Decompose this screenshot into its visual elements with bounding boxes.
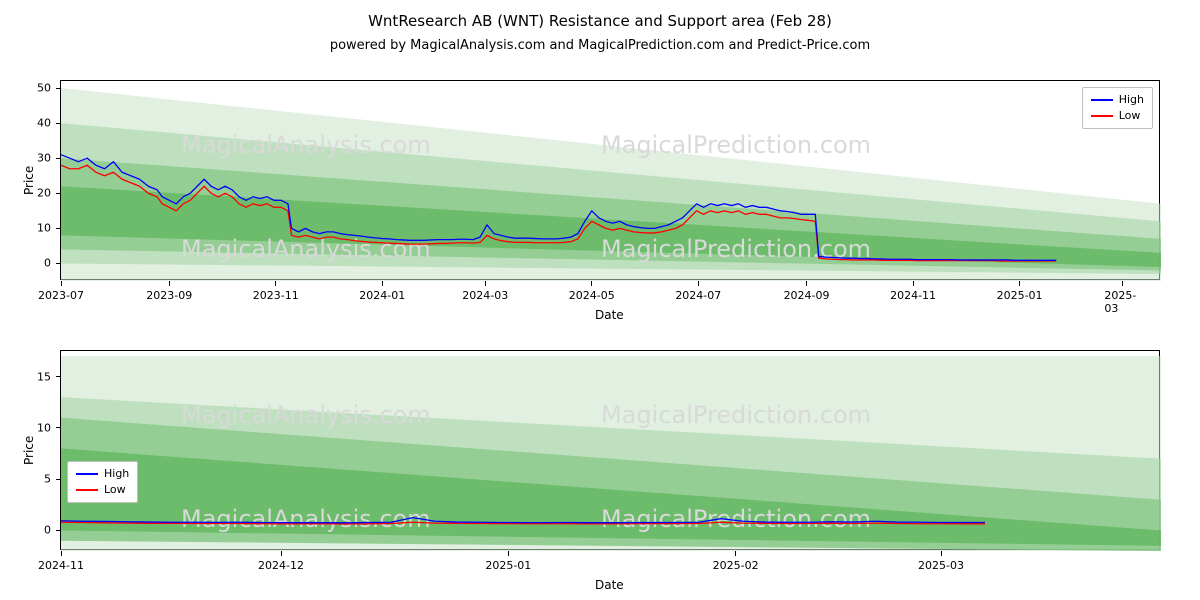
- svg-text:MagicalAnalysis.com: MagicalAnalysis.com: [181, 505, 431, 533]
- bottom-chart-ylabel: Price: [22, 436, 36, 465]
- svg-text:MagicalPrediction.com: MagicalPrediction.com: [601, 401, 871, 429]
- x-tick-label: 2025-01: [997, 289, 1043, 302]
- legend-swatch-high: [1091, 99, 1113, 101]
- top-chart-ylabel: Price: [22, 166, 36, 195]
- legend-row-low: Low: [76, 482, 129, 498]
- svg-text:MagicalAnalysis.com: MagicalAnalysis.com: [181, 131, 431, 159]
- svg-text:MagicalAnalysis.com: MagicalAnalysis.com: [181, 401, 431, 429]
- x-tick-label: 2024-12: [258, 559, 304, 572]
- chart-title: WntResearch AB (WNT) Resistance and Supp…: [0, 12, 1200, 30]
- x-tick-label: 2023-09: [146, 289, 192, 302]
- legend-row-high: High: [1091, 92, 1144, 108]
- y-tick-label: 10: [11, 421, 51, 434]
- x-tick-label: 2025-03: [918, 559, 964, 572]
- bottom-chart-legend: High Low: [67, 461, 138, 503]
- legend-row-high: High: [76, 466, 129, 482]
- x-tick-label: 2024-11: [38, 559, 84, 572]
- y-tick-label: 40: [11, 117, 51, 130]
- legend-swatch-low: [1091, 115, 1113, 117]
- legend-label-low: Low: [104, 482, 126, 498]
- legend-label-high: High: [104, 466, 129, 482]
- legend-row-low: Low: [1091, 108, 1144, 124]
- svg-text:MagicalPrediction.com: MagicalPrediction.com: [601, 505, 871, 533]
- y-tick-label: 30: [11, 152, 51, 165]
- bottom-chart-panel: MagicalAnalysis.com MagicalPrediction.com…: [60, 350, 1160, 550]
- x-tick-label: 2025-02: [713, 559, 759, 572]
- y-tick-label: 50: [11, 82, 51, 95]
- x-tick-label: 2024-09: [784, 289, 830, 302]
- legend-swatch-low: [76, 489, 98, 491]
- legend-label-high: High: [1119, 92, 1144, 108]
- figure: WntResearch AB (WNT) Resistance and Supp…: [0, 0, 1200, 600]
- x-tick-label: 2024-01: [359, 289, 405, 302]
- bottom-chart-xlabel: Date: [595, 578, 624, 592]
- legend-swatch-high: [76, 473, 98, 475]
- y-tick-label: 0: [11, 257, 51, 270]
- y-tick-label: 0: [11, 524, 51, 537]
- y-tick-label: 15: [11, 370, 51, 383]
- svg-text:MagicalPrediction.com: MagicalPrediction.com: [601, 131, 871, 159]
- x-tick-label: 2024-07: [675, 289, 721, 302]
- x-tick-label: 2024-11: [890, 289, 936, 302]
- legend-label-low: Low: [1119, 108, 1141, 124]
- top-chart-svg: MagicalAnalysis.com MagicalPrediction.com…: [61, 81, 1161, 281]
- top-chart-panel: MagicalAnalysis.com MagicalPrediction.com…: [60, 80, 1160, 280]
- x-tick-label: 2023-07: [38, 289, 84, 302]
- top-chart-xlabel: Date: [595, 308, 624, 322]
- bottom-chart-svg: MagicalAnalysis.com MagicalPrediction.com…: [61, 351, 1161, 551]
- x-tick-label: 2023-11: [253, 289, 299, 302]
- y-tick-label: 10: [11, 222, 51, 235]
- top-chart-legend: High Low: [1082, 87, 1153, 129]
- y-tick-label: 5: [11, 473, 51, 486]
- x-tick-label: 2025-01: [485, 559, 531, 572]
- x-tick-label: 2024-05: [569, 289, 615, 302]
- x-tick-label: 2025-03: [1104, 289, 1140, 315]
- chart-subtitle: powered by MagicalAnalysis.com and Magic…: [0, 38, 1200, 53]
- x-tick-label: 2024-03: [462, 289, 508, 302]
